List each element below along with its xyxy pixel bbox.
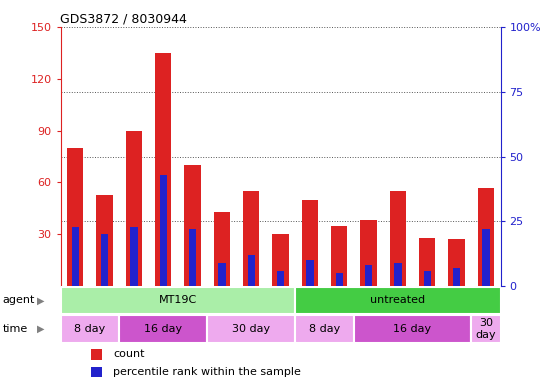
Text: ▶: ▶	[37, 324, 45, 334]
Text: ▶: ▶	[37, 295, 45, 305]
Text: GDS3872 / 8030944: GDS3872 / 8030944	[60, 13, 188, 26]
Bar	[471, 315, 500, 343]
Bar	[390, 191, 406, 286]
Bar	[295, 315, 354, 343]
Bar	[155, 53, 171, 286]
Bar	[272, 234, 289, 286]
Text: untreated: untreated	[370, 295, 425, 305]
Bar	[306, 260, 313, 286]
Bar	[67, 148, 83, 286]
Bar	[331, 226, 347, 286]
Bar	[96, 195, 113, 286]
Bar	[360, 220, 377, 286]
Bar	[60, 287, 295, 314]
Text: MT19C: MT19C	[159, 295, 197, 305]
Bar	[91, 366, 102, 377]
Bar	[243, 191, 259, 286]
Text: count: count	[113, 349, 145, 359]
Text: percentile rank within the sample: percentile rank within the sample	[113, 367, 301, 377]
Bar	[478, 188, 494, 286]
Bar	[207, 315, 295, 343]
Bar	[277, 271, 284, 286]
Text: 30
day: 30 day	[476, 318, 496, 340]
Bar	[419, 238, 435, 286]
Bar	[354, 315, 471, 343]
Bar	[60, 315, 119, 343]
Bar	[453, 268, 460, 286]
Bar	[214, 212, 230, 286]
Bar	[160, 175, 167, 286]
Text: time: time	[3, 324, 28, 334]
Text: 16 day: 16 day	[393, 324, 432, 334]
Bar	[295, 287, 500, 314]
Bar	[130, 227, 138, 286]
Text: 30 day: 30 day	[232, 324, 270, 334]
Bar	[91, 349, 102, 359]
Text: 8 day: 8 day	[309, 324, 340, 334]
Bar	[126, 131, 142, 286]
Bar	[119, 315, 207, 343]
Bar	[184, 165, 201, 286]
Bar	[248, 255, 255, 286]
Bar	[302, 200, 318, 286]
Bar	[101, 234, 108, 286]
Bar	[424, 271, 431, 286]
Bar	[394, 263, 402, 286]
Bar	[336, 273, 343, 286]
Bar	[189, 229, 196, 286]
Text: 16 day: 16 day	[144, 324, 182, 334]
Bar	[482, 229, 490, 286]
Bar	[448, 240, 465, 286]
Bar	[218, 263, 226, 286]
Text: agent: agent	[3, 295, 35, 305]
Bar	[365, 265, 372, 286]
Text: 8 day: 8 day	[74, 324, 106, 334]
Bar	[72, 227, 79, 286]
